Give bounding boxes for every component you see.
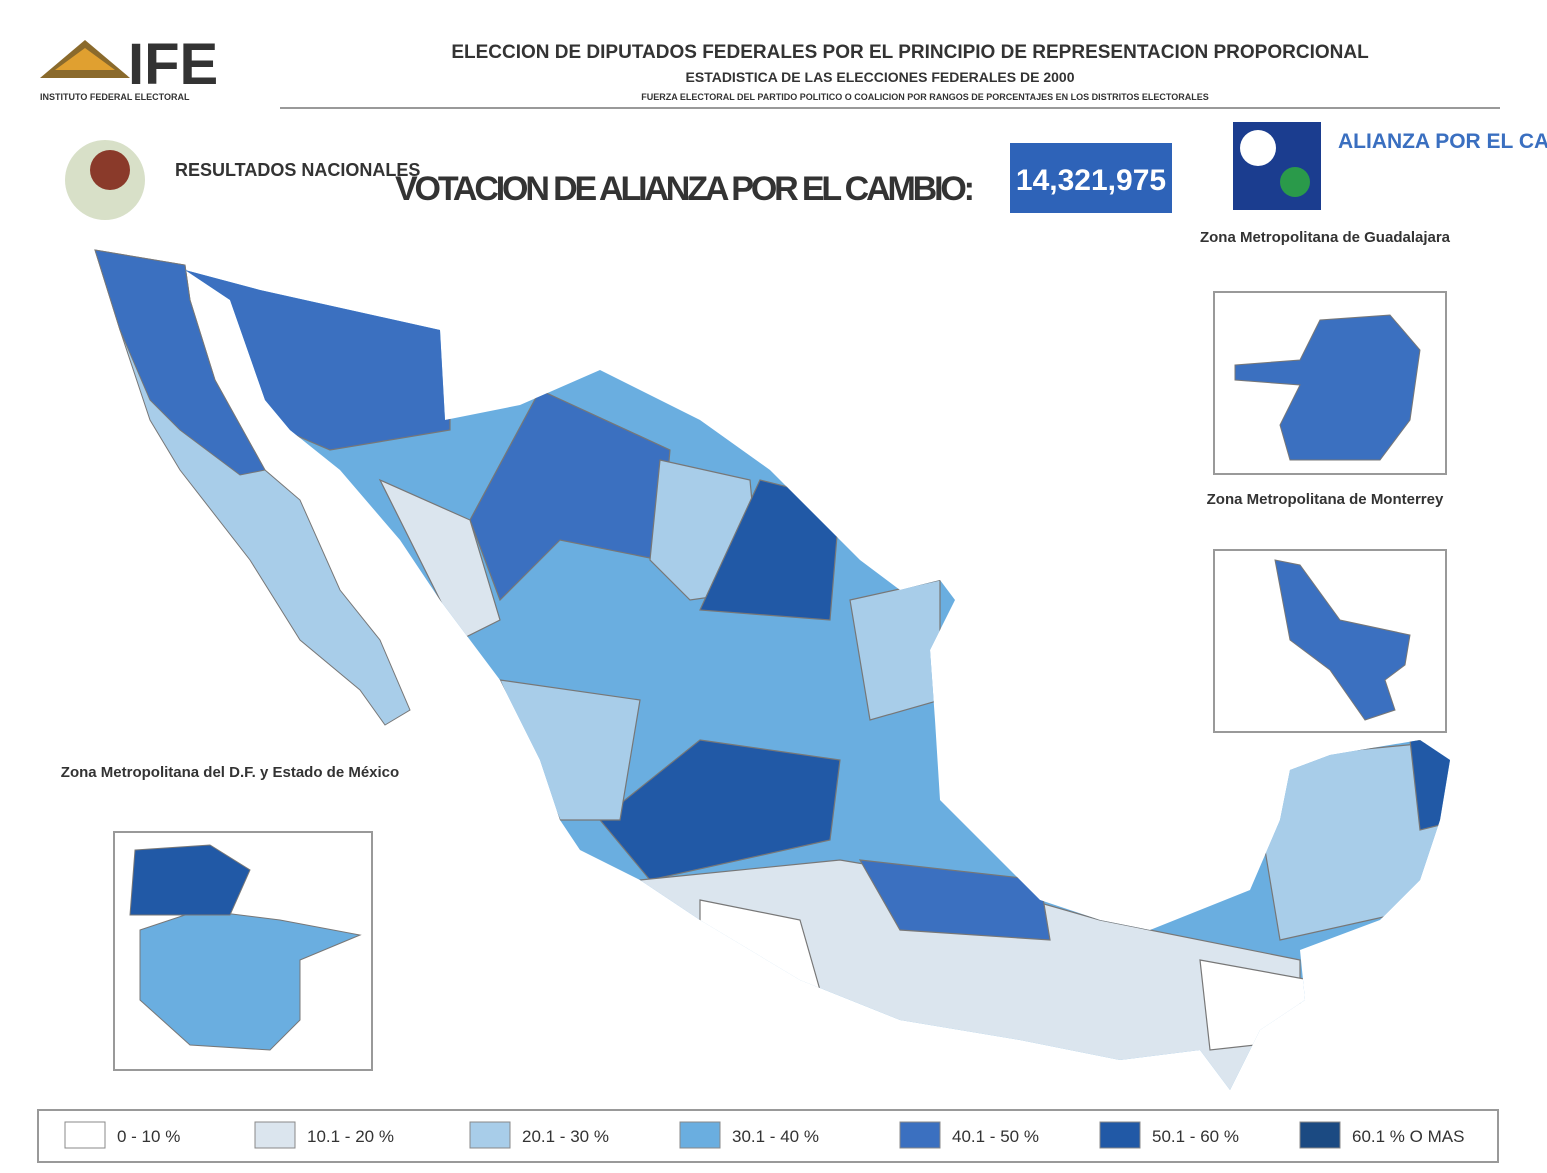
- legend-label: 10.1 - 20 %: [307, 1127, 394, 1146]
- results-label: RESULTADOS NACIONALES: [175, 160, 420, 180]
- subtitle: ESTADISTICA DE LAS ELECCIONES FEDERALES …: [686, 69, 1075, 85]
- legend-frame: [37, 1109, 1499, 1163]
- vote-box: [1010, 143, 1172, 213]
- party-name: ALIANZA POR EL CAMBIO: [1338, 130, 1547, 153]
- logo-mark: [55, 48, 115, 70]
- party-logo: [1280, 167, 1310, 197]
- region: [499, 679, 641, 821]
- region: [139, 909, 362, 1051]
- region: [94, 249, 266, 476]
- legend-label: 60.1 % O MAS: [1352, 1127, 1464, 1146]
- region: [129, 844, 251, 916]
- inset-title: Zona Metropolitana de Monterrey: [1207, 491, 1444, 508]
- region: [1274, 559, 1411, 721]
- legend-label: 20.1 - 30 %: [522, 1127, 609, 1146]
- inset-frame: [113, 831, 373, 1071]
- legend-swatch: [899, 1121, 941, 1149]
- vote-label: VOTACION DE ALIANZA POR EL CAMBIO:: [395, 170, 975, 208]
- legend-label: 0 - 10 %: [117, 1127, 180, 1146]
- region: [1234, 314, 1421, 461]
- legend-label: 30.1 - 40 %: [732, 1127, 819, 1146]
- legend-swatch: [64, 1121, 106, 1149]
- region: [378, 478, 501, 641]
- legend-label: 40.1 - 50 %: [952, 1127, 1039, 1146]
- region: [858, 859, 1051, 941]
- legend-label: 50.1 - 60 %: [1152, 1127, 1239, 1146]
- logo-text: IFE: [128, 32, 218, 97]
- institution: INSTITUTO FEDERAL ELECTORAL: [40, 92, 190, 102]
- party-logo: [1240, 130, 1276, 166]
- legend-swatch: [254, 1121, 296, 1149]
- inset-title: Zona Metropolitana del D.F. y Estado de …: [61, 764, 399, 781]
- title: ELECCION DE DIPUTADOS FEDERALES POR EL P…: [451, 42, 1369, 63]
- region: [1249, 739, 1450, 941]
- vote-total: 14,321,975: [1016, 164, 1166, 197]
- inset-frame: [1213, 549, 1447, 733]
- legend-swatch: [1299, 1121, 1341, 1149]
- legend-swatch: [1099, 1121, 1141, 1149]
- legend-swatch: [679, 1121, 721, 1149]
- inset-title: Zona Metropolitana de Guadalajara: [1200, 229, 1451, 246]
- emblem: [90, 150, 130, 190]
- description: FUERZA ELECTORAL DEL PARTIDO POLITICO O …: [641, 92, 1209, 102]
- inset-frame: [1213, 291, 1447, 475]
- legend-swatch: [469, 1121, 511, 1149]
